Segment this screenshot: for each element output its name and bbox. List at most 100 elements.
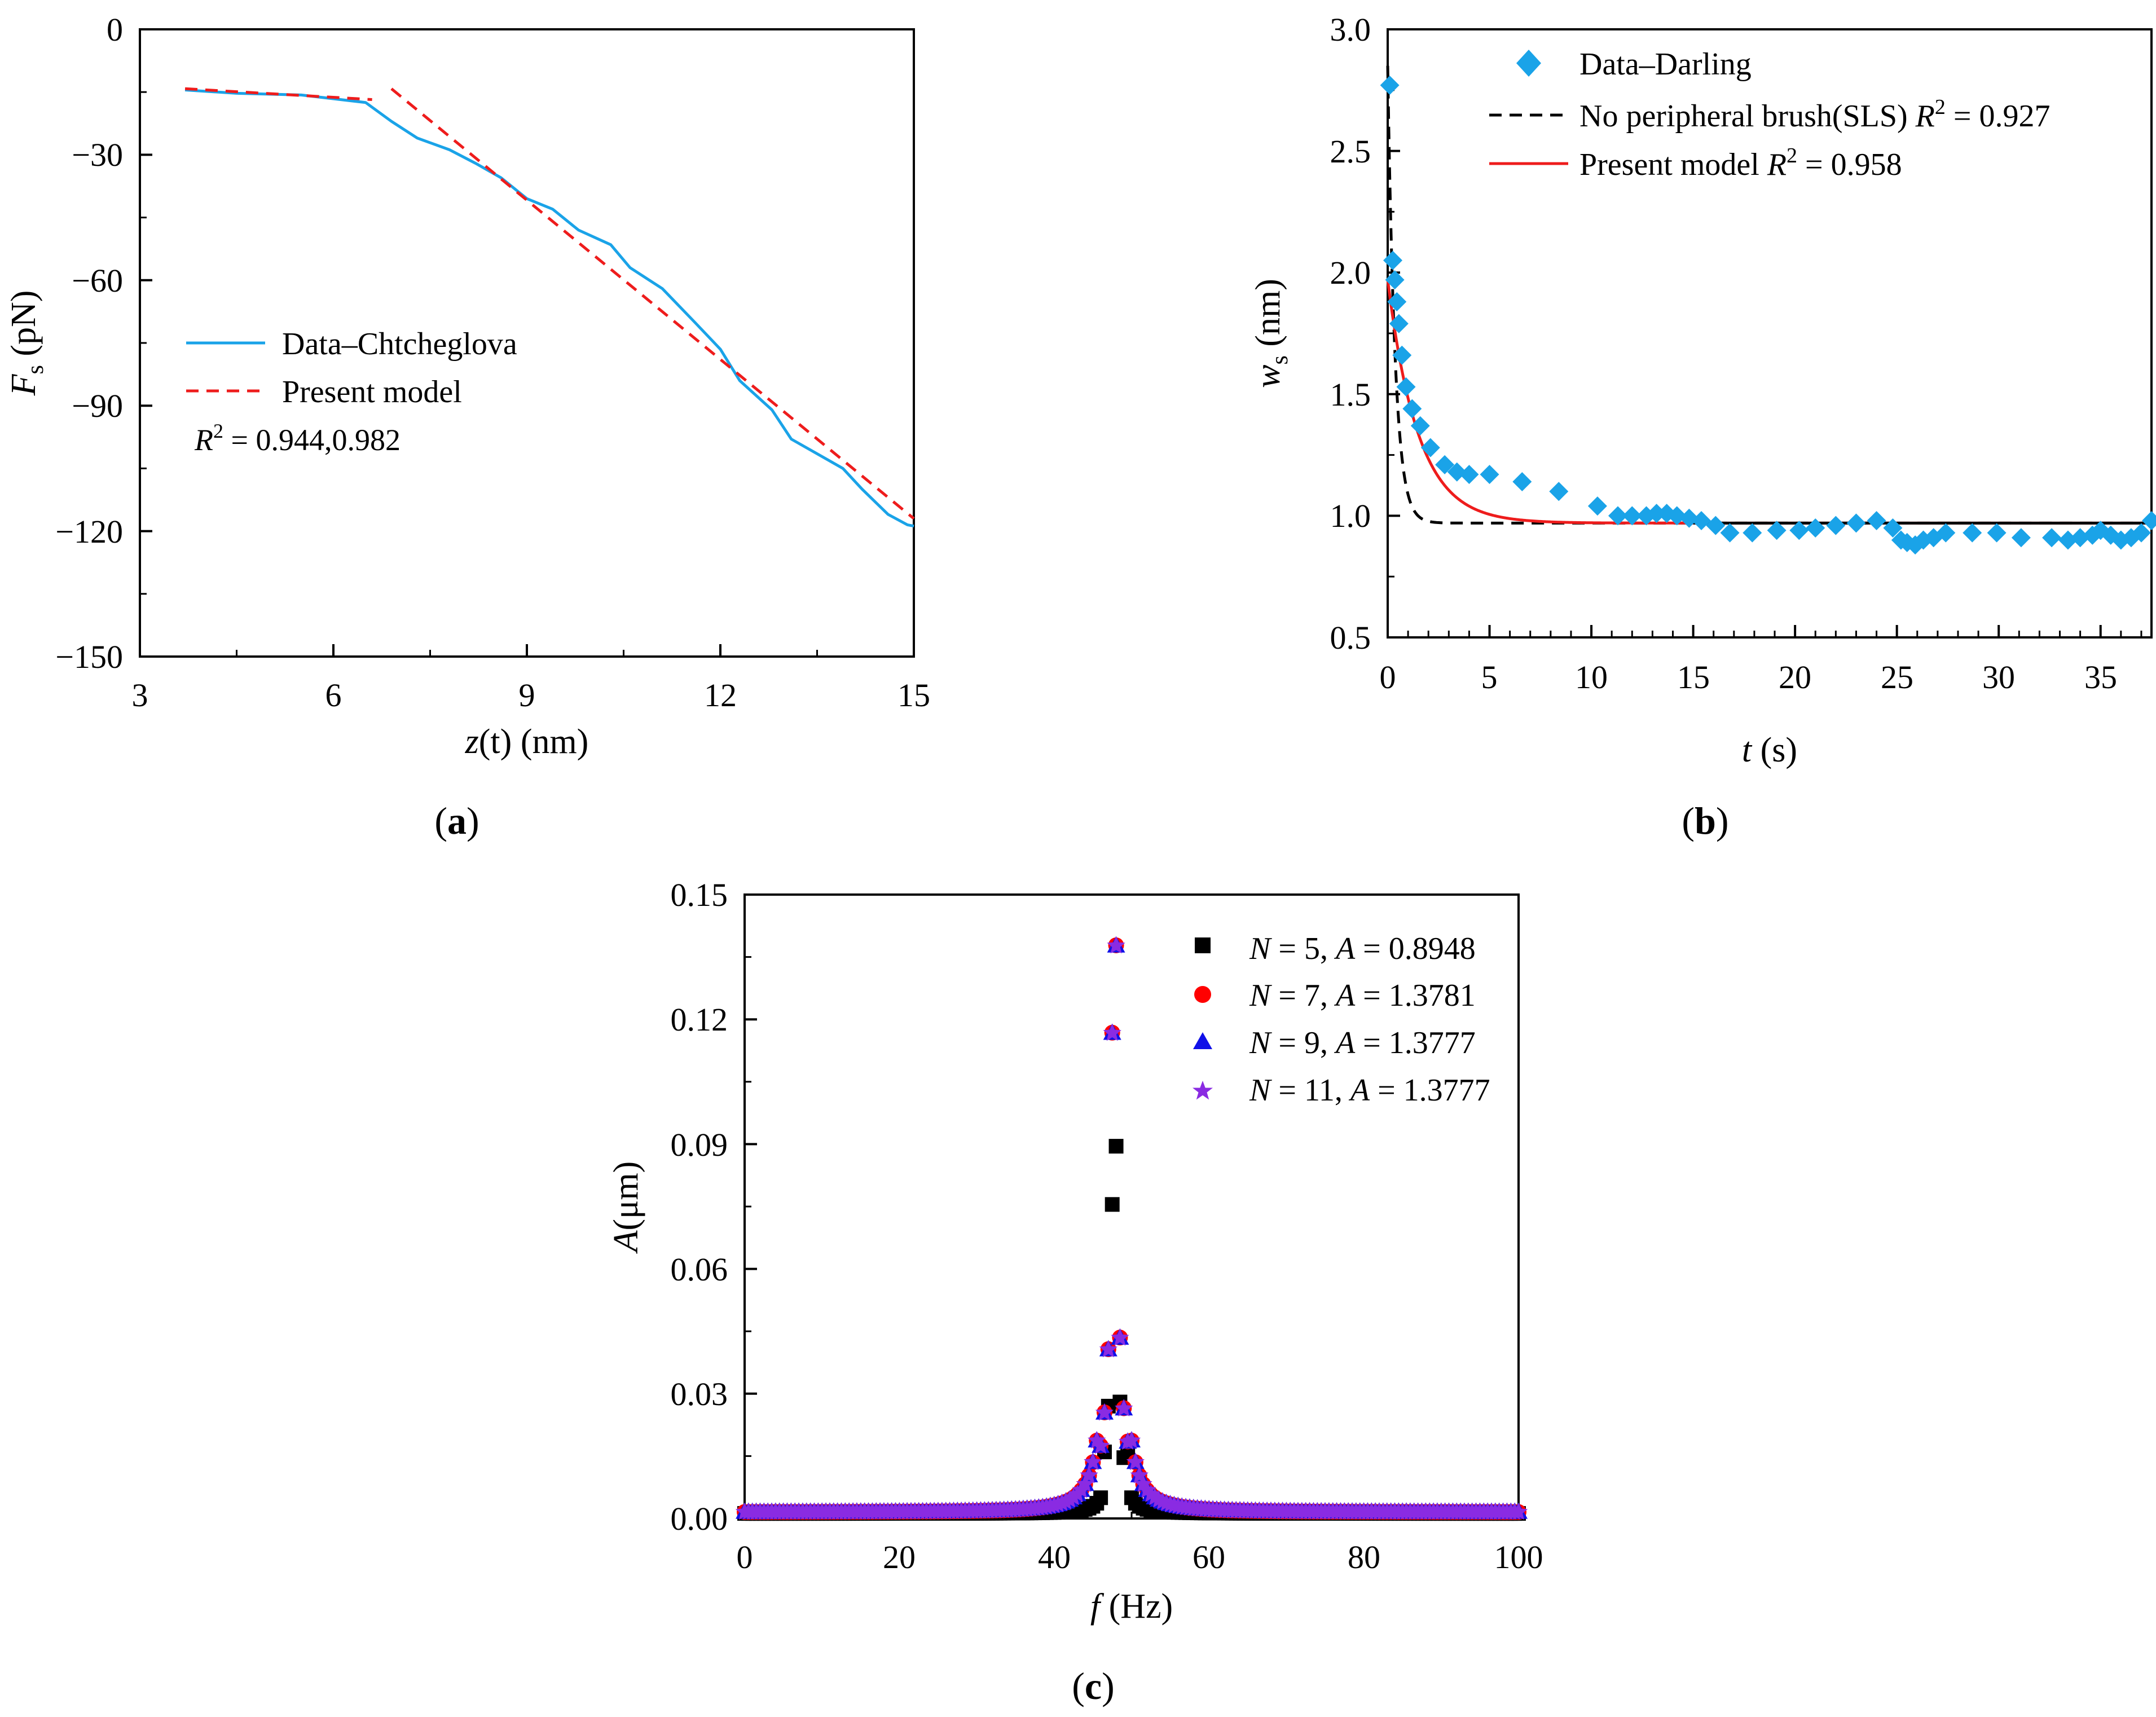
y-tick-label: 0.12 bbox=[671, 1001, 728, 1038]
series-present-model bbox=[390, 87, 915, 520]
panel-b-y-tick-labels: 0.5 1.0 1.5 2.0 2.5 3.0 bbox=[1330, 11, 1371, 656]
legend-label-n9: N = 9, A = 1.3777 bbox=[1249, 1025, 1476, 1060]
panel-b-series bbox=[1380, 65, 2156, 555]
data-point-darling bbox=[1420, 438, 1440, 457]
y-tick-label: 0.06 bbox=[671, 1251, 728, 1288]
data-point-n11 bbox=[1076, 1474, 1094, 1493]
data-point-darling bbox=[1767, 521, 1787, 540]
x-tick-label: 100 bbox=[1494, 1539, 1543, 1575]
data-point-darling bbox=[1789, 521, 1809, 540]
data-point-darling bbox=[2131, 523, 2151, 543]
panel-a-caption: (a) bbox=[434, 799, 479, 842]
panel-b-x-axis-title: t (s) bbox=[1742, 731, 1797, 769]
y-tick-label: 1.5 bbox=[1330, 376, 1371, 413]
x-tick-label: 35 bbox=[2084, 659, 2117, 695]
y-tick-label: 2.5 bbox=[1330, 133, 1371, 170]
data-point-n11 bbox=[1509, 1502, 1528, 1520]
data-point-n11 bbox=[1103, 1023, 1121, 1041]
data-point-darling bbox=[1867, 511, 1886, 531]
x-tick-label: 25 bbox=[1881, 659, 1913, 695]
x-tick-label: 15 bbox=[1677, 659, 1710, 695]
y-tick-label: −30 bbox=[72, 137, 123, 173]
x-tick-label: 20 bbox=[1779, 659, 1811, 695]
data-point-darling bbox=[1383, 250, 1403, 270]
panel-c-y-tick-labels: 0.00 0.03 0.06 0.09 0.12 0.15 bbox=[671, 877, 728, 1537]
data-point-darling bbox=[1706, 516, 1726, 535]
x-tick-label: 5 bbox=[1481, 659, 1498, 695]
y-tick-label: 0.03 bbox=[671, 1376, 728, 1412]
x-tick-label: 9 bbox=[519, 677, 535, 714]
panel-c-series bbox=[735, 936, 1528, 1521]
legend-marker-data-darling bbox=[1516, 50, 1541, 77]
panel-a-y-tick-labels: 0 −30 −60 −90 −120 −150 bbox=[55, 11, 123, 675]
panel-c-x-tick-labels: 0 20 40 60 80 100 bbox=[737, 1539, 1543, 1575]
data-point-darling bbox=[1936, 523, 1956, 543]
data-point-darling bbox=[1459, 465, 1479, 485]
y-tick-label: 0 bbox=[107, 11, 123, 48]
y-tick-label: 0.5 bbox=[1330, 619, 1371, 656]
y-tick-label: 3.0 bbox=[1330, 11, 1371, 48]
data-point-darling bbox=[1679, 508, 1699, 528]
legend-marker-n11 bbox=[1193, 1081, 1213, 1100]
data-point-n11 bbox=[1142, 1485, 1160, 1503]
y-tick-label: 0.09 bbox=[671, 1126, 728, 1163]
x-tick-label: 80 bbox=[1348, 1539, 1380, 1575]
panel-b-x-tick-labels: 0 5 10 15 20 25 30 35 bbox=[1380, 659, 2118, 695]
data-point-n11 bbox=[1115, 1399, 1133, 1417]
data-point-n11 bbox=[1130, 1465, 1149, 1483]
x-tick-label: 15 bbox=[897, 677, 930, 714]
legend-label-present-model: Present model bbox=[282, 375, 462, 410]
data-point-darling bbox=[1963, 523, 1982, 543]
panel-a-x-axis-title: z(t) (nm) bbox=[465, 723, 589, 761]
panel-a-x-tick-labels: 3 6 9 12 15 bbox=[132, 677, 931, 714]
data-point-darling bbox=[1608, 506, 1628, 526]
panel-b-chart: 0 5 10 15 20 25 30 35 0.5 1.0 1.5 2.0 2.… bbox=[1249, 11, 2156, 842]
data-point-darling bbox=[1720, 523, 1740, 543]
data-point-darling bbox=[1512, 472, 1532, 492]
data-point-darling bbox=[2070, 528, 2090, 548]
data-point-darling bbox=[1549, 482, 1569, 501]
legend-label-present-model: Present model R2 = 0.958 bbox=[1579, 144, 1902, 182]
y-tick-label: 0.00 bbox=[671, 1500, 728, 1537]
panel-b-legend: Data–Darling No peripheral brush(SLS) R2… bbox=[1489, 47, 2050, 182]
legend-label-no-peripheral-brush: No peripheral brush(SLS) R2 = 0.927 bbox=[1579, 95, 2050, 134]
x-tick-label: 12 bbox=[704, 677, 737, 714]
y-tick-label: 0.15 bbox=[671, 877, 728, 913]
panel-c-caption: (c) bbox=[1072, 1665, 1115, 1707]
data-point-darling bbox=[1883, 518, 1903, 538]
panel-b-caption: (b) bbox=[1682, 799, 1728, 842]
data-point-darling bbox=[1743, 523, 1762, 543]
data-point-n11 bbox=[1099, 1340, 1117, 1358]
data-point-n5 bbox=[1108, 1139, 1124, 1154]
data-point-darling bbox=[1622, 506, 1642, 526]
data-point-darling bbox=[1587, 496, 1607, 516]
x-tick-label: 20 bbox=[883, 1539, 916, 1575]
y-tick-label: 1.0 bbox=[1330, 498, 1371, 534]
data-point-darling bbox=[1846, 513, 1866, 533]
x-tick-label: 0 bbox=[1380, 659, 1396, 695]
data-point-n11 bbox=[1111, 1328, 1129, 1346]
data-point-n5 bbox=[1105, 1197, 1120, 1212]
legend-label-n5: N = 5, A = 0.8948 bbox=[1249, 931, 1476, 966]
panel-a-ticks bbox=[139, 28, 915, 658]
y-tick-label: 2.0 bbox=[1330, 254, 1371, 291]
legend-label-n7: N = 7, A = 1.3781 bbox=[1249, 978, 1476, 1013]
legend-marker-n7 bbox=[1194, 986, 1211, 1003]
x-tick-label: 60 bbox=[1193, 1539, 1225, 1575]
legend-label-data-chtcheglova: Data–Chtcheglova bbox=[282, 327, 517, 362]
panel-a-r2-annotation: R2 = 0.944,0.982 bbox=[194, 420, 401, 457]
panel-a-legend: Data–Chtcheglova Present model R2 = 0.94… bbox=[186, 327, 517, 457]
series-present-model bbox=[184, 87, 372, 102]
legend-label-n11: N = 11, A = 1.3777 bbox=[1249, 1073, 1490, 1108]
panel-a-chart: 3 6 9 12 15 0 −30 −60 −90 −120 −150 z(t)… bbox=[5, 11, 930, 842]
y-tick-label: −90 bbox=[72, 388, 123, 424]
x-tick-label: 40 bbox=[1038, 1539, 1071, 1575]
data-point-darling bbox=[2042, 528, 2062, 548]
data-point-darling bbox=[1410, 416, 1430, 435]
data-point-darling bbox=[1647, 504, 1666, 523]
data-point-n11 bbox=[1138, 1480, 1156, 1498]
panel-c-legend: N = 5, A = 0.8948 N = 7, A = 1.3781 N = … bbox=[1193, 931, 1490, 1108]
data-point-darling bbox=[1806, 518, 1825, 538]
data-point-darling bbox=[1380, 76, 1400, 95]
panel-a-series bbox=[184, 87, 915, 528]
